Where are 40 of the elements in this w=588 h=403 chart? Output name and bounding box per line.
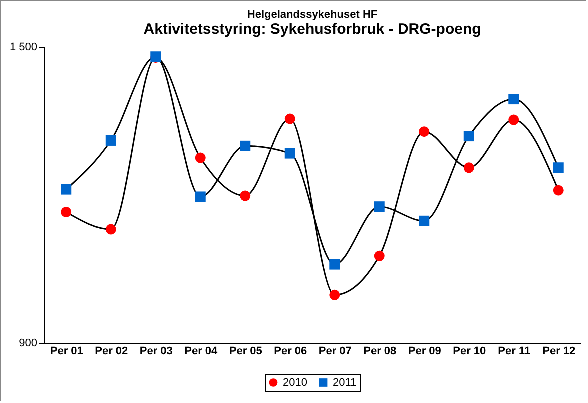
point xyxy=(284,114,296,124)
point xyxy=(464,131,474,142)
x-tick-label: Per 04 xyxy=(184,346,219,358)
point xyxy=(195,192,206,202)
point xyxy=(61,184,72,195)
x-tick-label: Per 02 xyxy=(95,346,128,358)
chart-subtitle: Aktivitetsstyring: Sykehusforbruk - DRG-poeng xyxy=(144,21,482,38)
x-tick-label: Per 07 xyxy=(318,346,352,358)
point xyxy=(61,207,72,218)
x-tick-label: Per 10 xyxy=(453,346,486,358)
point xyxy=(106,135,116,146)
x-tick-label: Per 03 xyxy=(140,346,173,358)
x-tick-label: Per 08 xyxy=(364,346,397,358)
y-tick-label: 1 500 xyxy=(10,42,38,54)
point xyxy=(374,202,385,212)
x-tick-label: Per 06 xyxy=(274,346,308,358)
point xyxy=(240,140,251,152)
point xyxy=(374,250,385,262)
x-tick-label: Per 01 xyxy=(50,346,84,358)
point xyxy=(508,114,520,126)
x-tick-label: Per 05 xyxy=(229,346,262,358)
x-tick-label: Per 12 xyxy=(542,346,576,358)
point xyxy=(330,259,340,270)
point xyxy=(508,94,520,105)
point xyxy=(195,152,206,164)
x-tick-label: Per 11 xyxy=(498,346,531,358)
point xyxy=(464,162,474,174)
point xyxy=(553,185,564,196)
chart-title: Helgelandssykehuset HF xyxy=(247,9,378,21)
point xyxy=(240,190,251,202)
point xyxy=(106,224,116,235)
point xyxy=(553,162,564,174)
x-tick-label: Per 09 xyxy=(408,346,442,358)
point xyxy=(419,216,430,226)
point xyxy=(330,290,340,300)
y-tick-label: 900 xyxy=(19,338,38,350)
legend-label: 2010 xyxy=(283,376,308,389)
point xyxy=(419,126,430,138)
legend-label: 2011 xyxy=(333,376,357,389)
point xyxy=(284,148,296,159)
